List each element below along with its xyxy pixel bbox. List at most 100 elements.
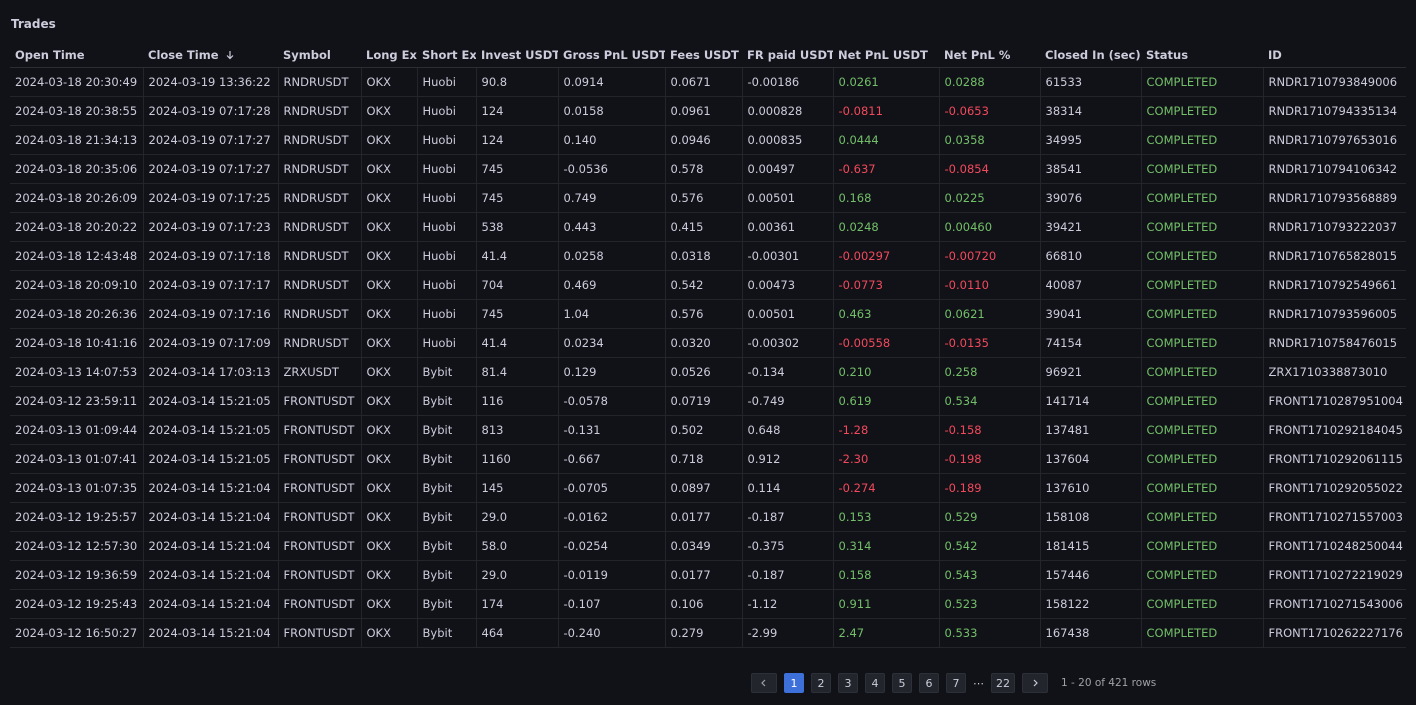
column-header[interactable]: Net PnL USDT: [833, 42, 939, 68]
table-cell: FRONTUSDT: [278, 444, 362, 474]
table-row: 2024-03-12 23:59:11 2024-03-14 15:21:05 FR…: [10, 386, 1406, 416]
table-cell: 0.648: [742, 415, 834, 445]
page-button[interactable]: 7: [946, 673, 966, 693]
table-cell: ZRXUSDT: [278, 357, 362, 387]
table-cell: 0.106: [665, 589, 743, 619]
table-row: 2024-03-18 20:38:55 2024-03-19 07:17:28 RN…: [10, 96, 1406, 126]
column-header[interactable]: Invest USDT: [476, 42, 558, 68]
table-cell: 704: [476, 270, 559, 300]
table-cell: FRONT1710271557003: [1263, 502, 1406, 532]
column-header[interactable]: Open Time: [10, 42, 143, 68]
table-row: 2024-03-13 01:07:35 2024-03-14 15:21:04 FR…: [10, 473, 1406, 503]
column-header[interactable]: Fees USDT: [665, 42, 742, 68]
table-cell: COMPLETED: [1141, 444, 1264, 474]
table-cell: 2024-03-12 19:36:59: [10, 560, 144, 590]
table-cell: 0.0261: [833, 67, 940, 97]
page-button[interactable]: 2: [811, 673, 831, 693]
table-cell: COMPLETED: [1141, 415, 1264, 445]
next-page[interactable]: [1022, 673, 1048, 693]
table-cell: COMPLETED: [1141, 67, 1264, 97]
table-cell: 0.000835: [742, 125, 834, 155]
table-row: 2024-03-13 14:07:53 2024-03-14 17:03:13 ZR…: [10, 357, 1406, 387]
table-cell: 0.0719: [665, 386, 743, 416]
page-button[interactable]: 6: [919, 673, 939, 693]
table-cell: -0.0653: [939, 96, 1041, 126]
table-cell: Bybit: [417, 386, 477, 416]
column-header[interactable]: Gross PnL USDT: [558, 42, 665, 68]
table-cell: 0.00501: [742, 299, 834, 329]
table-cell: -0.00301: [742, 241, 834, 271]
column-title: Short Ex: [422, 47, 476, 62]
table-cell: 39421: [1040, 212, 1142, 242]
table-cell: 0.523: [939, 589, 1041, 619]
table-cell: -0.0119: [558, 560, 666, 590]
table-cell: 2024-03-14 17:03:13: [143, 357, 279, 387]
column-header[interactable]: Close Time: [143, 42, 278, 68]
header-row: Open Time Close Time Symbol Long Ex Short Ex…: [10, 42, 1406, 68]
prev-page[interactable]: [751, 673, 777, 693]
page-button[interactable]: 3: [838, 673, 858, 693]
table-cell: COMPLETED: [1141, 618, 1264, 648]
page-button[interactable]: 1: [784, 673, 804, 693]
table-cell: 34995: [1040, 125, 1142, 155]
table-cell: 538: [476, 212, 559, 242]
table-cell: 0.0320: [665, 328, 743, 358]
table-cell: OKX: [361, 212, 418, 242]
column-header[interactable]: Long Ex: [361, 42, 417, 68]
column-title: Symbol: [283, 47, 331, 62]
table-cell: FRONTUSDT: [278, 618, 362, 648]
table-cell: OKX: [361, 357, 418, 387]
column-header[interactable]: Net PnL %: [939, 42, 1040, 68]
table-cell: 58.0: [476, 531, 559, 561]
column-header[interactable]: Closed In (sec): [1040, 42, 1141, 68]
table-cell: 29.0: [476, 502, 559, 532]
table-cell: FRONTUSDT: [278, 589, 362, 619]
table-cell: 158108: [1040, 502, 1142, 532]
table-cell: RNDR1710794335134: [1263, 96, 1406, 126]
table-cell: 2024-03-13 01:07:35: [10, 473, 144, 503]
page-button[interactable]: 5: [892, 673, 912, 693]
table-cell: FRONTUSDT: [278, 386, 362, 416]
table-cell: 0.0349: [665, 531, 743, 561]
table-cell: 90.8: [476, 67, 559, 97]
table-cell: -0.0536: [558, 154, 666, 184]
table-cell: -0.0162: [558, 502, 666, 532]
table-cell: 0.0914: [558, 67, 666, 97]
table-cell: -0.240: [558, 618, 666, 648]
table-cell: 745: [476, 299, 559, 329]
table-cell: Huobi: [417, 125, 477, 155]
table-cell: 2024-03-18 20:38:55: [10, 96, 144, 126]
table-cell: Huobi: [417, 212, 477, 242]
table-cell: RNDRUSDT: [278, 183, 362, 213]
column-title: Net PnL %: [944, 47, 1011, 62]
page-button[interactable]: 4: [865, 673, 885, 693]
column-header[interactable]: Symbol: [278, 42, 361, 68]
column-title: Long Ex: [366, 47, 417, 62]
table-cell: 38314: [1040, 96, 1142, 126]
table-cell: 0.00361: [742, 212, 834, 242]
column-header[interactable]: Short Ex: [417, 42, 476, 68]
table-cell: COMPLETED: [1141, 386, 1264, 416]
table-cell: COMPLETED: [1141, 96, 1264, 126]
table-cell: COMPLETED: [1141, 125, 1264, 155]
table-cell: -1.28: [833, 415, 940, 445]
table-cell: 2024-03-18 10:41:16: [10, 328, 144, 358]
table-cell: COMPLETED: [1141, 183, 1264, 213]
table-cell: -0.0773: [833, 270, 940, 300]
table-cell: OKX: [361, 154, 418, 184]
column-header[interactable]: Status: [1141, 42, 1263, 68]
column-header[interactable]: FR paid USDT: [742, 42, 833, 68]
table-cell: COMPLETED: [1141, 328, 1264, 358]
table-cell: -0.134: [742, 357, 834, 387]
table-cell: 39041: [1040, 299, 1142, 329]
table-cell: FRONTUSDT: [278, 531, 362, 561]
table-cell: 0.0444: [833, 125, 940, 155]
page-button[interactable]: 22: [991, 673, 1015, 693]
table-cell: 0.153: [833, 502, 940, 532]
table-cell: 0.502: [665, 415, 743, 445]
column-header[interactable]: ID: [1263, 42, 1406, 68]
table-cell: OKX: [361, 328, 418, 358]
table-row: 2024-03-18 20:30:49 2024-03-19 13:36:22 RN…: [10, 67, 1406, 97]
table-cell: 2024-03-14 15:21:04: [143, 531, 279, 561]
